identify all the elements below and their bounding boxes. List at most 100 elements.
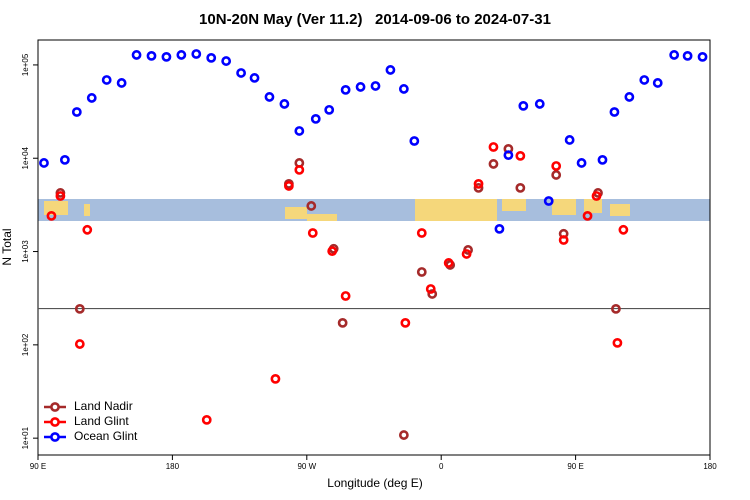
point (131, 50, 142, 60)
point (425, 284, 436, 294)
point (488, 159, 499, 169)
point (443, 258, 454, 268)
point (564, 135, 575, 145)
x-tick-label: 0 (439, 462, 444, 471)
point (515, 150, 526, 161)
point (310, 113, 321, 124)
point (324, 104, 335, 115)
point (697, 51, 708, 62)
point (74, 303, 85, 314)
point (294, 126, 305, 136)
point (534, 99, 545, 109)
point (264, 92, 275, 102)
point (609, 107, 620, 117)
point (86, 93, 97, 103)
point (355, 82, 366, 92)
point (461, 249, 472, 259)
point (221, 56, 232, 66)
point (503, 150, 514, 161)
point (279, 99, 290, 109)
point (191, 49, 202, 59)
point (39, 158, 49, 168)
x-axis-label: Longitude (deg E) (327, 476, 422, 490)
point (551, 161, 562, 171)
point (518, 100, 529, 111)
point (270, 373, 281, 384)
y-tick-label: 1e+05 (21, 53, 30, 76)
point (473, 178, 484, 189)
point (551, 170, 562, 180)
point (416, 228, 427, 238)
point (558, 235, 569, 245)
x-tick-label: 180 (703, 462, 717, 471)
legend-label: Land Glint (74, 414, 129, 428)
point (398, 84, 409, 94)
point (176, 50, 187, 60)
y-axis-label: N Total (0, 228, 14, 265)
point (337, 317, 348, 328)
y-tick-label: 1e+02 (21, 333, 30, 356)
legend-marker (50, 432, 60, 442)
point (488, 142, 499, 152)
point (327, 246, 338, 257)
point (597, 154, 608, 165)
point (146, 50, 157, 61)
point (639, 75, 650, 85)
point (515, 182, 526, 193)
point (82, 224, 93, 235)
legend-label: Land Nadir (74, 399, 133, 413)
point (409, 136, 420, 146)
point (59, 154, 70, 165)
point (582, 211, 593, 221)
point (652, 78, 663, 88)
point (340, 84, 351, 95)
legend-label: Ocean Glint (74, 429, 138, 443)
point (236, 68, 246, 78)
point (612, 337, 623, 348)
point (74, 339, 85, 349)
x-tick-label: 180 (166, 462, 180, 471)
point (249, 73, 260, 83)
point (46, 211, 57, 221)
point (55, 191, 66, 201)
point (294, 164, 305, 175)
point (427, 289, 438, 299)
legend-marker (50, 417, 60, 427)
point (618, 224, 629, 235)
point (370, 81, 381, 91)
point (611, 303, 621, 314)
point (101, 75, 112, 85)
point (306, 201, 317, 211)
x-tick-label: 90 E (30, 462, 46, 471)
point (416, 267, 427, 277)
y-tick-label: 1e+03 (21, 240, 30, 263)
point (591, 191, 602, 201)
point (669, 50, 680, 60)
x-tick-label: 90 E (567, 462, 583, 471)
point (543, 196, 554, 206)
y-tick-label: 1e+04 (21, 146, 30, 169)
point (494, 223, 505, 234)
legend-marker (50, 402, 60, 412)
chart-title: 10N-20N May (Ver 11.2) 2014-09-06 to 202… (199, 11, 551, 28)
point (473, 182, 484, 193)
point (161, 51, 172, 62)
point (682, 50, 693, 61)
point (116, 78, 127, 88)
x-tick-label: 90 W (297, 462, 316, 471)
point (71, 107, 82, 117)
point (398, 430, 409, 440)
point (206, 52, 217, 63)
point (385, 65, 396, 75)
point (576, 158, 587, 168)
point (307, 228, 318, 238)
point (283, 181, 294, 191)
point (201, 414, 212, 425)
point (624, 92, 635, 102)
plot-frame (37, 39, 711, 456)
point (340, 291, 351, 301)
y-tick-label: 1e+01 (21, 426, 30, 449)
point (400, 317, 411, 328)
map-strip (38, 199, 710, 221)
